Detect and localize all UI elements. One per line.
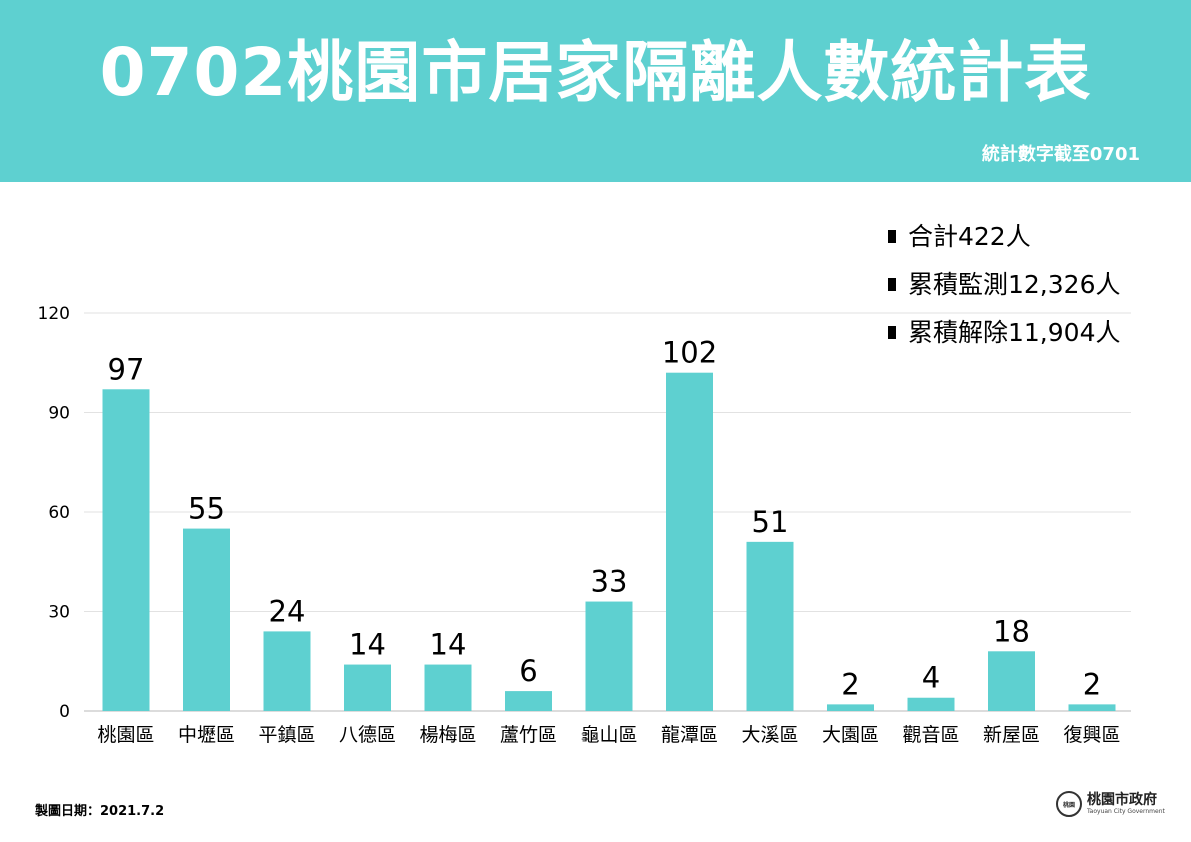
x-tick-label: 中壢區 [178,724,235,746]
x-tick-label: 大溪區 [741,724,798,746]
data-label: 55 [188,492,225,526]
government-logo: 桃園 桃園市政府 Taoyuan City Government [1056,791,1165,817]
summary-stats: 合計422人 累積監測12,326人 累積解除11,904人 [888,212,1120,356]
data-label: 2 [1083,667,1101,701]
emblem-text: 桃園 [1062,801,1075,809]
stat-released-label: 累積解除11,904人 [908,317,1121,347]
data-label: 14 [430,628,467,662]
x-tick-label: 蘆竹區 [500,724,557,746]
bullet-icon [888,277,896,291]
data-label: 2 [841,667,859,701]
logo-name: 桃園市政府 [1087,792,1157,808]
bar [424,664,472,711]
logo-text: 桃園市政府 Taoyuan City Government [1087,793,1165,815]
y-tick-label: 0 [59,702,70,722]
bullet-icon [888,325,896,339]
y-tick-label: 120 [38,304,70,324]
data-label: 33 [591,565,628,599]
x-tick-label: 楊梅區 [419,724,476,746]
bar [827,704,874,711]
data-label: 97 [108,352,145,386]
bar [907,697,955,711]
bar [666,372,713,711]
data-label: 51 [752,505,789,539]
y-tick-label: 90 [48,404,70,424]
x-tick-label: 觀音區 [902,724,959,746]
stat-cumulative-monitored: 累積監測12,326人 [888,260,1120,308]
city-emblem-icon: 桃園 [1056,791,1082,817]
x-tick-label: 八德區 [339,724,396,746]
header-banner: 0702桃園市居家隔離人數統計表 統計數字截至0701 [0,0,1191,182]
bar [585,601,633,711]
stat-total: 合計422人 [888,212,1120,260]
data-label: 6 [519,654,537,688]
data-label: 102 [662,336,717,370]
x-tick-label: 平鎮區 [258,724,315,746]
data-label: 24 [269,594,306,628]
bar [344,664,391,711]
y-tick-label: 30 [48,603,70,623]
x-tick-label: 新屋區 [983,724,1040,746]
stat-total-label: 合計422人 [908,221,1031,251]
bar [988,651,1035,711]
x-tick-label: 復興區 [1063,724,1120,746]
bar [505,691,552,711]
bar [746,541,794,711]
stat-monitored-label: 累積監測12,326人 [908,269,1121,299]
page-title: 0702桃園市居家隔離人數統計表 [99,34,1092,111]
data-label: 18 [993,614,1030,648]
stat-cumulative-released: 累積解除11,904人 [888,308,1120,356]
data-label: 4 [922,661,940,695]
bar [1068,704,1116,711]
y-tick-label: 60 [48,503,70,523]
x-tick-label: 龜山區 [580,724,637,746]
chart-date: 製圖日期：2021.7.2 [35,804,165,819]
bar [102,389,150,711]
bar [263,631,311,711]
x-tick-label: 大園區 [822,724,879,746]
bar [183,528,230,711]
bullet-icon [888,229,896,243]
data-cutoff-note: 統計數字截至0701 [981,144,1140,165]
x-tick-label: 龍潭區 [661,724,718,746]
x-tick-label: 桃園區 [97,724,154,746]
logo-english-name: Taoyuan City Government [1087,808,1165,815]
data-label: 14 [349,628,386,662]
